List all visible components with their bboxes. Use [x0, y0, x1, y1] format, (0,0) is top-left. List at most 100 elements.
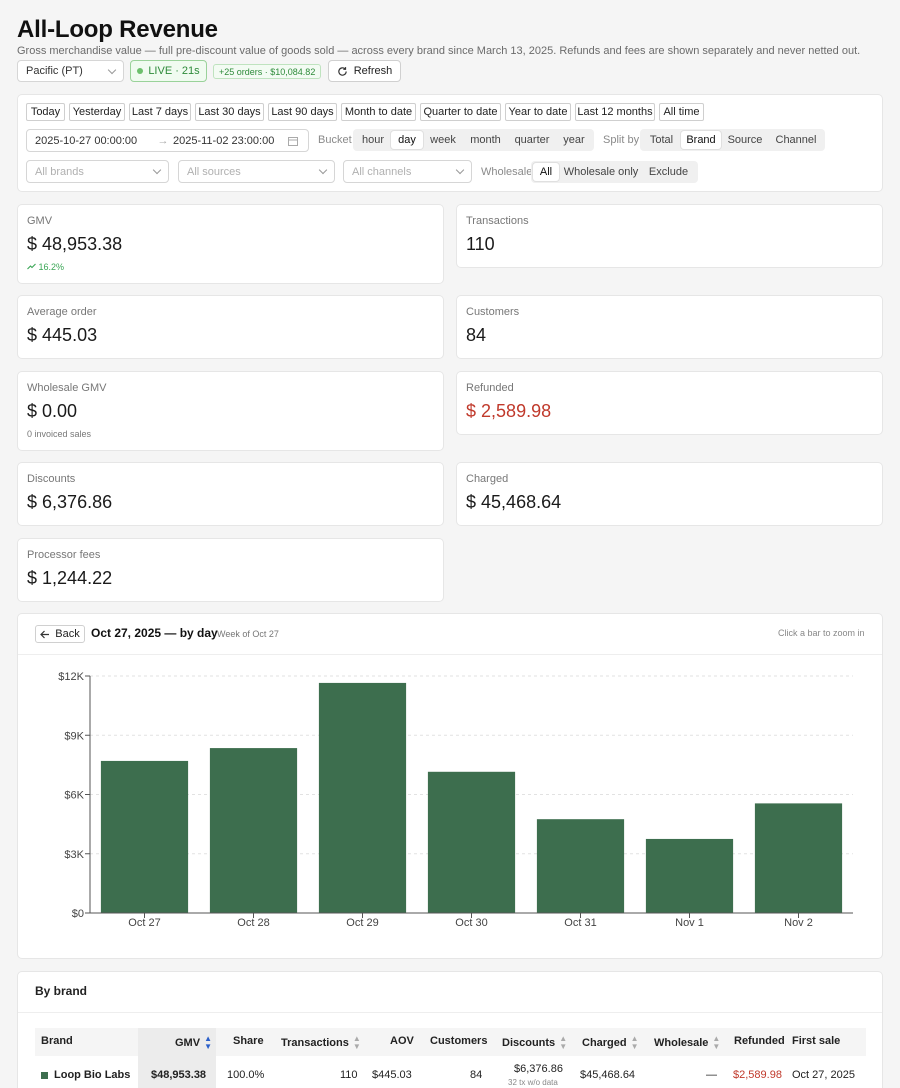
metric-value-wrap: $ 0.00 — [27, 401, 77, 422]
currency-symbol: $ — [27, 492, 38, 512]
brands-placeholder: All brands — [35, 165, 84, 178]
bar-oct-31[interactable] — [536, 819, 625, 913]
cell-gmv: $48,953.38 — [151, 1069, 207, 1081]
metric-delta-value: 16.2% — [38, 262, 65, 272]
col-refunded[interactable]: Refunded — [734, 1035, 785, 1047]
col-share[interactable]: Share — [233, 1035, 264, 1047]
live-label: LIVE · 21s — [148, 65, 200, 77]
channels-select[interactable]: All channels — [343, 160, 472, 183]
col-charged-label: Charged — [582, 1036, 627, 1049]
new-orders-badge: +25 orders · $10,084.82 — [213, 64, 322, 79]
preset-all-time[interactable]: All time — [659, 103, 704, 121]
split-segmented-control: Total Brand Source Channel — [640, 129, 825, 151]
col-transactions[interactable]: Transactions ▲ ▼ — [281, 1035, 361, 1051]
bar-oct-30[interactable] — [427, 771, 516, 913]
refresh-button[interactable]: Refresh — [328, 60, 401, 82]
x-tick-label: Nov 2 — [784, 917, 813, 929]
bar-oct-27[interactable] — [100, 760, 189, 913]
wholesale-exclude[interactable]: Exclude — [648, 166, 689, 178]
metric-value-wrap: $ 6,376.86 — [27, 492, 112, 513]
chart-hint: Click a bar to zoom in — [778, 628, 865, 638]
y-tick-label: $0 — [72, 908, 84, 920]
col-customers[interactable]: Customers — [430, 1035, 488, 1047]
metric-delta: 16.2% — [27, 262, 64, 272]
cell-first-sale: Oct 27, 2025 — [792, 1069, 855, 1081]
metric-value: 6,376.86 — [42, 492, 113, 512]
timezone-select[interactable]: Pacific (PT) — [17, 60, 124, 82]
col-brand[interactable]: Brand — [41, 1035, 73, 1047]
metric-value: 445.03 — [42, 325, 98, 345]
trend-up-icon — [27, 263, 36, 270]
split-source[interactable]: Source — [727, 134, 763, 146]
bar-oct-28[interactable] — [209, 748, 298, 913]
split-channel[interactable]: Channel — [775, 134, 817, 146]
bucket-hour[interactable]: hour — [361, 134, 385, 146]
metric-card-aov: Average order $ 445.03 — [17, 295, 444, 359]
x-tick-label: Oct 30 — [455, 917, 487, 929]
wholesale-only[interactable]: Wholesale only — [563, 166, 639, 178]
split-total[interactable]: Total — [649, 134, 674, 146]
sources-select[interactable]: All sources — [178, 160, 335, 183]
brand-panel — [17, 971, 883, 1088]
preset-today[interactable]: Today — [26, 103, 65, 121]
x-tick-label: Oct 29 — [346, 917, 378, 929]
metric-value-wrap: $ 45,468.64 — [466, 492, 561, 513]
col-aov[interactable]: AOV — [390, 1035, 414, 1047]
col-wholesale[interactable]: Wholesale ▲ ▼ — [654, 1035, 720, 1051]
metric-value: 84 — [466, 325, 487, 345]
bucket-month[interactable]: month — [470, 134, 501, 146]
brand-header-divider — [18, 1012, 882, 1013]
metric-label: Average order — [27, 306, 97, 318]
sort-icon: ▲ ▼ — [630, 1034, 639, 1051]
preset-month-to-date[interactable]: Month to date — [341, 103, 416, 121]
cell-brand[interactable]: Loop Bio Labs — [54, 1069, 131, 1081]
bucket-day[interactable]: day — [391, 131, 423, 149]
col-gmv[interactable]: GMV ▲ ▼ — [175, 1035, 212, 1051]
preset-yesterday[interactable]: Yesterday — [69, 103, 125, 121]
preset-last-7-days[interactable]: Last 7 days — [129, 103, 191, 121]
brands-select[interactable]: All brands — [26, 160, 169, 183]
metric-subtext: 0 invoiced sales — [27, 429, 92, 439]
col-discounts[interactable]: Discounts ▲ ▼ — [502, 1035, 567, 1051]
metric-value-wrap: $ 48,953.38 — [27, 234, 122, 255]
bucket-year[interactable]: year — [563, 134, 585, 146]
currency-symbol: $ — [27, 325, 38, 345]
wholesale-label: Wholesale — [481, 166, 533, 178]
metric-value-wrap: $ 445.03 — [27, 325, 97, 346]
preset-last-30-days[interactable]: Last 30 days — [195, 103, 264, 121]
preset-last-90-days[interactable]: Last 90 days — [268, 103, 337, 121]
back-button[interactable]: Back — [35, 625, 85, 643]
y-tick-label: $6K — [64, 790, 84, 802]
brand-color-swatch — [41, 1072, 48, 1079]
col-charged[interactable]: Charged ▲ ▼ — [582, 1035, 639, 1051]
sort-icon: ▲ ▼ — [352, 1034, 361, 1051]
date-start-input[interactable]: 2025-10-27 00:00:00 — [35, 134, 138, 147]
metric-card-transactions: Transactions 110 — [456, 204, 883, 268]
wholesale-segmented-control: All Wholesale only Exclude — [531, 161, 698, 183]
split-brand[interactable]: Brand — [681, 131, 721, 149]
metric-value: 110 — [466, 234, 495, 254]
bucket-week[interactable]: week — [430, 134, 456, 146]
date-range-picker[interactable]: 2025-10-27 00:00:00 → 2025-11-02 23:00:0… — [26, 129, 309, 152]
preset-quarter-to-date[interactable]: Quarter to date — [420, 103, 501, 121]
wholesale-all[interactable]: All — [533, 163, 559, 181]
sources-placeholder: All sources — [187, 165, 241, 178]
col-first-sale[interactable]: First sale — [792, 1035, 841, 1047]
preset-last-12-months[interactable]: Last 12 months — [575, 103, 655, 121]
back-label: Back — [55, 628, 80, 640]
bucket-quarter[interactable]: quarter — [514, 134, 550, 146]
metric-card-discounts: Discounts $ 6,376.86 — [17, 462, 444, 526]
currency-symbol: $ — [27, 568, 38, 588]
metric-value: 48,953.38 — [42, 234, 123, 254]
page-subtitle: Gross merchandise value — full pre-disco… — [17, 45, 861, 57]
bar-oct-29[interactable] — [318, 682, 407, 913]
metric-value: 0.00 — [42, 401, 78, 421]
cell-transactions: 110 — [340, 1069, 358, 1081]
date-end-input[interactable]: 2025-11-02 23:00:00 — [173, 134, 275, 147]
currency-symbol: $ — [27, 401, 38, 421]
bar-nov-2[interactable] — [754, 803, 843, 913]
bar-nov-1[interactable] — [645, 838, 734, 913]
preset-year-to-date[interactable]: Year to date — [505, 103, 571, 121]
chart-header-divider — [18, 654, 882, 655]
